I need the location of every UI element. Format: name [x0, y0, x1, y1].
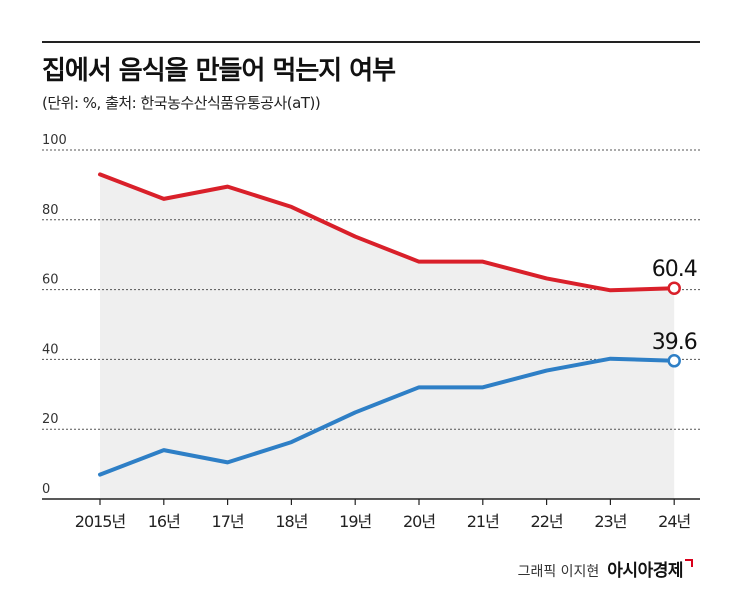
- brand-name: 아시아경제: [607, 561, 683, 581]
- y-tick-label-40: 40: [42, 342, 59, 357]
- chart-subtitle: (단위: %, 출처: 한국농수산식품유통공사(aT)): [42, 94, 321, 112]
- credit-text: 그래픽 이지현: [517, 564, 600, 580]
- series-end-label-1: 39.6: [652, 330, 697, 355]
- x-tick-label-3: 18년: [275, 512, 307, 531]
- credit: 그래픽 이지현 아시아경제: [518, 556, 693, 581]
- series-end-label-0: 60.4: [652, 257, 697, 282]
- series-line-0: [98, 172, 677, 293]
- series-line-1: [98, 356, 677, 477]
- x-tick-label-6: 21년: [467, 512, 499, 531]
- area-fill: [100, 174, 675, 499]
- x-tick-label-9: 24년: [658, 512, 690, 531]
- x-tick-label-5: 20년: [403, 512, 435, 531]
- x-tick-label-4: 19년: [339, 512, 371, 531]
- chart-title: 집에서 음식을 만들어 먹는지 여부: [42, 56, 396, 86]
- y-tick-label-0: 0: [42, 482, 50, 497]
- brand-logo: 아시아경제: [607, 556, 693, 581]
- series-end-point-0: [667, 281, 681, 295]
- brand-mark-icon: [685, 559, 693, 567]
- x-tick-label-0: 2015년: [75, 512, 126, 531]
- x-tick-label-2: 17년: [212, 512, 244, 531]
- top-rule: [42, 41, 700, 43]
- x-tick-label-7: 22년: [531, 512, 563, 531]
- x-tick-label-1: 16년: [148, 512, 180, 531]
- y-tick-label-60: 60: [42, 273, 59, 288]
- y-tick-label-20: 20: [42, 412, 59, 427]
- series-end-point-1: [667, 354, 681, 368]
- y-tick-label-80: 80: [42, 203, 59, 218]
- y-tick-label-100: 100: [42, 133, 67, 148]
- x-tick-label-8: 23년: [594, 512, 626, 531]
